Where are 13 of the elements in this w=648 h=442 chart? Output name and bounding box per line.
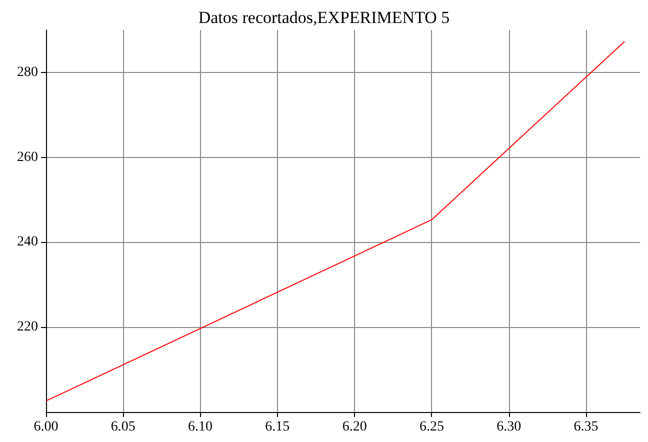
x-tick-label: 6.05 [110, 420, 136, 434]
y-tick-label: 240 [17, 234, 38, 250]
x-tick-label: 6.30 [496, 420, 522, 434]
y-tick-label: 260 [17, 150, 38, 165]
x-tick-label: 6.20 [342, 420, 367, 434]
x-tick-label: 6.15 [265, 420, 290, 434]
x-tick-label: 6.25 [419, 420, 444, 434]
y-tick-label: 220 [17, 320, 38, 335]
y-tick-label: 280 [17, 64, 38, 80]
x-tick-label: 6.35 [574, 420, 598, 434]
chart-title: Datos recortados,EXPERIMENTO 5 [198, 8, 450, 27]
x-tick-label: 6.00 [34, 420, 58, 434]
x-tick-label: 6.10 [188, 420, 213, 434]
